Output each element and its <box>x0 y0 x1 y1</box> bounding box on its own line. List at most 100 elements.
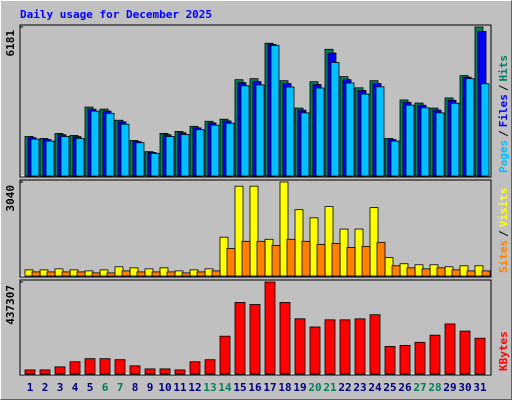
bar <box>69 361 81 375</box>
x-tick-label: 23 <box>353 381 366 394</box>
bar <box>324 206 334 277</box>
x-tick-label: 3 <box>57 381 64 394</box>
bar <box>346 247 356 277</box>
x-tick-label: 30 <box>458 381 471 394</box>
legend: KBytes <box>497 331 510 371</box>
bar <box>270 44 280 177</box>
bar <box>279 302 291 375</box>
legend-entry: Hits <box>497 55 510 82</box>
bar <box>24 369 36 375</box>
legend: Sites / Visits <box>497 188 510 274</box>
bar <box>294 318 306 375</box>
bar <box>414 341 426 375</box>
bar <box>369 207 379 277</box>
bar <box>219 335 231 375</box>
bar <box>75 137 85 177</box>
bar <box>240 85 250 177</box>
bar <box>451 269 461 277</box>
bar <box>444 323 456 375</box>
bar <box>165 136 175 177</box>
x-tick-label: 11 <box>173 381 187 394</box>
y-tick-label: 6181 <box>4 30 17 57</box>
bar <box>450 102 460 177</box>
bar <box>210 124 220 177</box>
bar <box>114 359 126 375</box>
bar <box>159 368 171 375</box>
bar <box>384 345 396 375</box>
x-tick-label: 10 <box>158 381 171 394</box>
bar <box>241 240 251 277</box>
bar <box>204 359 216 375</box>
bar <box>309 326 321 375</box>
bar <box>61 271 71 277</box>
bar <box>399 344 411 375</box>
bar <box>324 319 336 375</box>
x-tick-label: 1 <box>27 381 34 394</box>
x-tick-label: 16 <box>248 381 262 394</box>
bar <box>256 240 266 277</box>
x-tick-label: 8 <box>132 381 139 394</box>
bar <box>300 112 310 177</box>
bar <box>45 140 55 177</box>
legend-separator: / <box>497 230 510 237</box>
bar <box>264 281 276 375</box>
x-tick-label: 15 <box>233 381 246 394</box>
bar <box>315 87 325 177</box>
bar <box>150 152 160 177</box>
bar <box>166 271 176 277</box>
bar <box>99 358 111 375</box>
bar <box>406 267 416 277</box>
legend-entry: Sites <box>497 240 510 273</box>
legend: Pages / Files / Hits <box>497 55 510 173</box>
bar <box>135 142 145 177</box>
x-tick-label: 19 <box>293 381 306 394</box>
x-tick-label: 27 <box>413 381 426 394</box>
legend-separator: / <box>497 84 510 91</box>
bar <box>369 314 381 375</box>
bar <box>120 123 130 177</box>
bar <box>465 78 475 177</box>
bar <box>429 334 441 375</box>
bar <box>54 366 66 375</box>
bar <box>435 112 445 177</box>
bar <box>354 318 366 375</box>
bar <box>180 134 190 177</box>
bar <box>46 271 56 277</box>
x-tick-label: 29 <box>443 381 456 394</box>
bar <box>279 181 289 277</box>
bar <box>360 93 370 177</box>
bar <box>459 330 471 375</box>
bar <box>225 122 235 177</box>
bar <box>234 185 244 277</box>
bar <box>345 82 355 177</box>
bar <box>31 271 41 277</box>
legend-entry: Files <box>497 94 510 127</box>
legend-entry: Visits <box>497 188 510 228</box>
x-tick-label: 7 <box>117 381 124 394</box>
x-tick-label: 5 <box>87 381 94 394</box>
bar <box>91 272 101 277</box>
bar <box>474 337 486 375</box>
bar <box>105 112 115 177</box>
bar <box>129 365 141 375</box>
bar <box>255 84 265 177</box>
x-tick-label: 9 <box>147 381 154 394</box>
x-tick-label: 12 <box>188 381 201 394</box>
bar <box>76 271 86 277</box>
bar <box>211 270 221 277</box>
bar <box>286 238 296 277</box>
bar <box>151 271 161 277</box>
y-tick-label: 3040 <box>4 185 17 212</box>
bar <box>466 270 476 277</box>
x-tick-label: 24 <box>368 381 382 394</box>
x-tick-label: 2 <box>42 381 49 394</box>
bar <box>301 240 311 277</box>
bar <box>195 129 205 177</box>
bar <box>39 369 51 375</box>
bar <box>234 302 246 375</box>
x-tick-label: 17 <box>263 381 276 394</box>
x-tick-label: 20 <box>308 381 321 394</box>
legend-entry: KBytes <box>497 331 510 371</box>
bar <box>339 319 351 375</box>
bar <box>480 83 490 177</box>
